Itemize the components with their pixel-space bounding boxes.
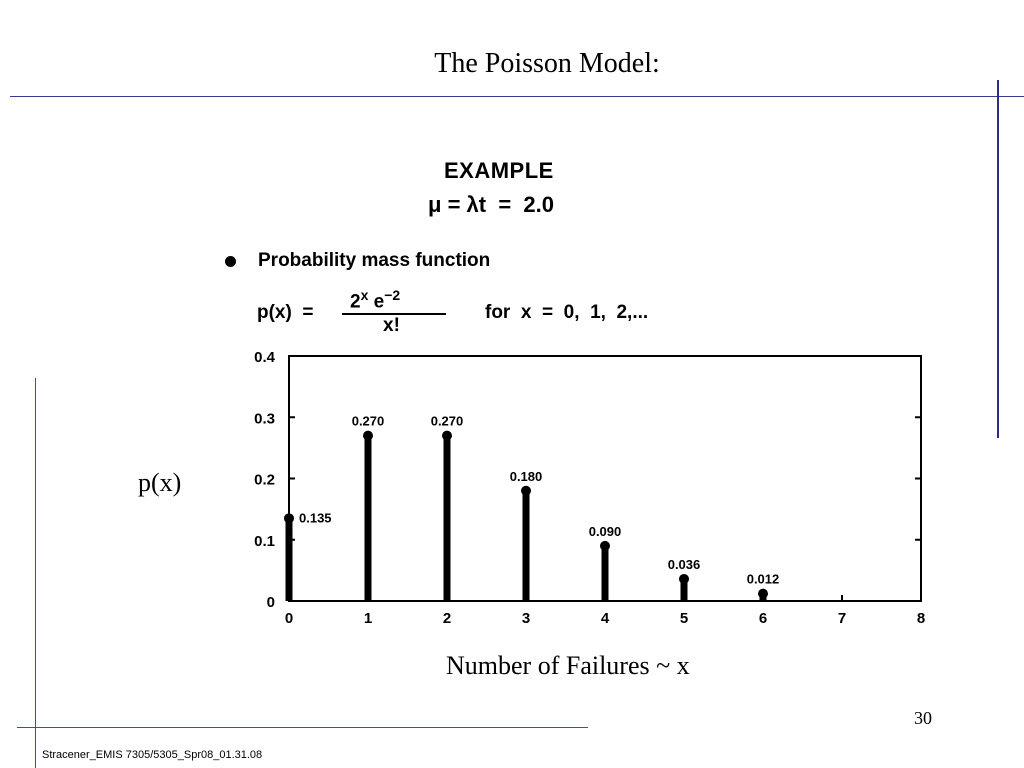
bar-point <box>284 513 294 524</box>
x-tick-label: 2 <box>443 610 451 627</box>
bar-point <box>442 430 452 441</box>
slide-number: 30 <box>914 708 932 728</box>
bar-point <box>521 485 531 496</box>
y-axis-label: p(x) <box>138 468 182 497</box>
top-rule <box>10 96 1024 97</box>
bullet-icon <box>225 256 236 267</box>
pmf-numerator: 2x e−2 <box>350 287 400 313</box>
x-tick-label: 5 <box>680 610 688 627</box>
x-axis-label: Number of Failures ~ x <box>446 651 690 680</box>
bar-point <box>600 540 610 551</box>
x-tick-label: 0 <box>285 610 293 627</box>
y-tick-label: 0.1 <box>254 533 275 550</box>
pmf-numerator-e: e <box>373 291 385 313</box>
x-tick-label: 3 <box>522 610 530 627</box>
slide-title: The Poisson Model: <box>434 48 660 79</box>
pmf-bullet-text: Probability mass function <box>258 250 491 271</box>
x-tick-label: 8 <box>917 610 925 627</box>
data-label: 0.135 <box>299 510 332 525</box>
example-heading: EXAMPLE <box>444 158 554 183</box>
x-tick-label: 7 <box>838 610 846 627</box>
bottom-rule <box>17 727 588 728</box>
pmf-numerator-exp2: −2 <box>384 287 401 303</box>
data-label: 0.036 <box>668 557 701 572</box>
bar-point <box>363 430 373 441</box>
bar-point <box>758 588 768 599</box>
data-label: 0.090 <box>589 524 622 539</box>
data-label: 0.180 <box>510 469 543 484</box>
pmf-denominator: x! <box>383 315 400 336</box>
data-label: 0.270 <box>431 414 464 429</box>
pmf-numerator-exp1: x <box>360 287 369 303</box>
y-tick-label: 0.4 <box>254 349 276 366</box>
pmf-lhs: p(x) = <box>257 302 314 323</box>
bar-point <box>679 573 689 584</box>
x-tick-label: 4 <box>601 610 610 627</box>
pmf-numerator-base: 2 <box>350 291 361 313</box>
pmf-domain: for x = 0, 1, 2,... <box>485 302 649 323</box>
data-label: 0.270 <box>352 414 385 429</box>
x-tick-label: 6 <box>759 610 767 627</box>
footer-text: Stracener_EMIS 7305/5305_Spr08_01.31.08 <box>42 749 263 761</box>
mu-equation: μ = λt = 2.0 <box>428 192 554 217</box>
right-rule <box>997 80 999 438</box>
fraction-bar <box>342 313 446 315</box>
y-tick-label: 0.2 <box>254 472 275 489</box>
data-label: 0.012 <box>747 572 780 587</box>
y-tick-label: 0 <box>267 594 275 611</box>
y-tick-label: 0.3 <box>254 410 275 427</box>
x-tick-label: 1 <box>364 610 372 627</box>
left-rule <box>35 378 36 768</box>
